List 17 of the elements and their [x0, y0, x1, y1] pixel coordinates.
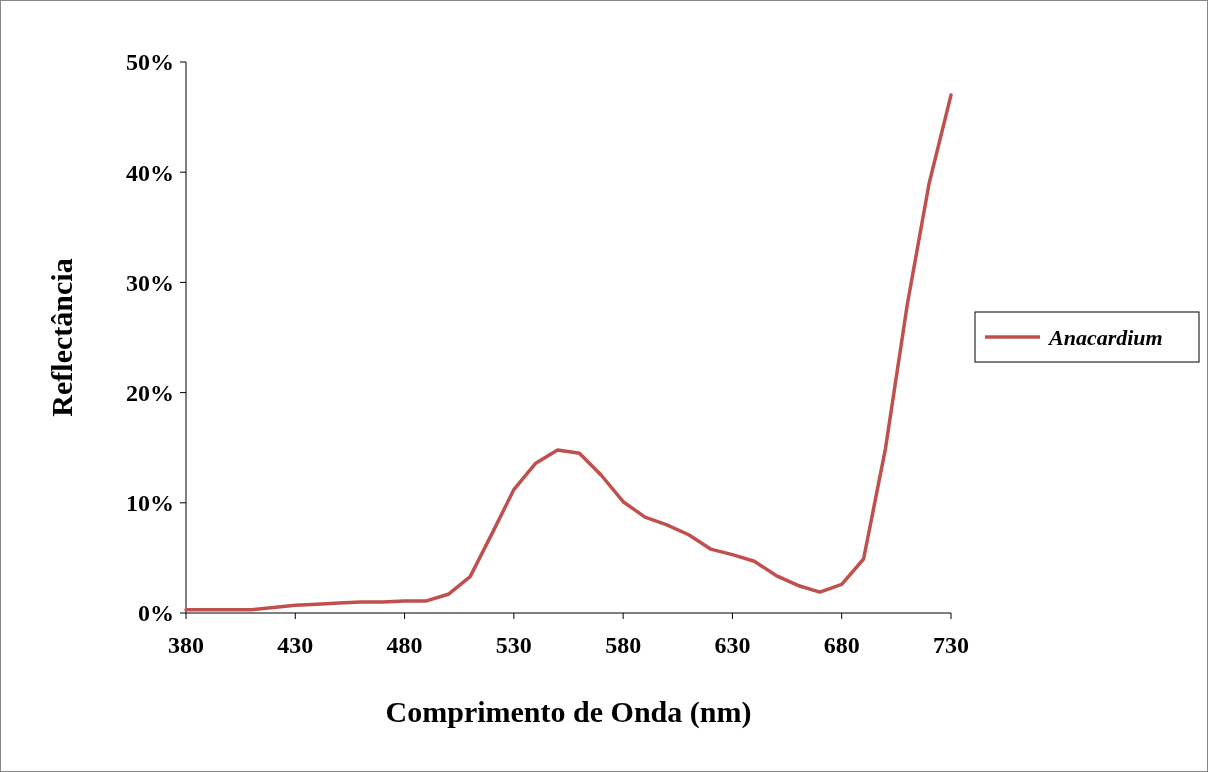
x-tick-label: 480 [386, 632, 423, 658]
x-tick-label: 680 [823, 632, 860, 658]
y-tick-label: 30% [126, 269, 174, 296]
x-tick-label: 530 [495, 632, 532, 658]
y-axis-title: Reflectância [45, 258, 78, 417]
y-tick-label: 20% [126, 380, 174, 406]
x-tick-label: 580 [605, 632, 642, 658]
legend-label: Anacardium [1047, 324, 1163, 350]
y-tick-label: 0% [138, 600, 174, 627]
y-tick-label: 50% [126, 49, 174, 76]
y-tick-label: 40% [126, 159, 174, 186]
x-tick-label: 730 [933, 632, 969, 658]
x-axis-title: Comprimento de Onda (nm) [385, 695, 752, 729]
x-tick-label: 430 [277, 632, 314, 658]
x-tick-label: 380 [168, 632, 204, 658]
y-tick-label: 10% [126, 490, 174, 517]
x-tick-label: 630 [714, 632, 751, 658]
